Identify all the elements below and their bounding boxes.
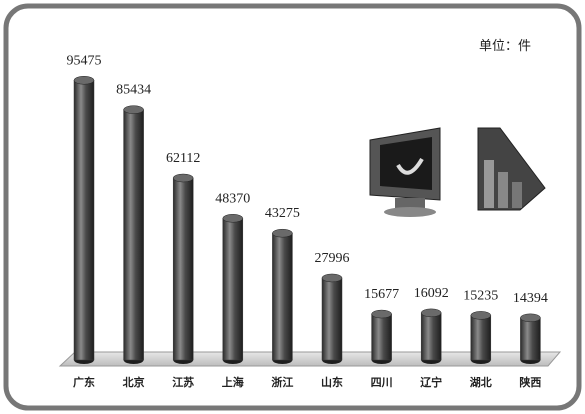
value-label: 15235 <box>463 288 498 303</box>
bar <box>421 313 441 360</box>
x-tick-label: 北京 <box>123 375 145 389</box>
bar-cap <box>173 174 193 182</box>
bar <box>74 80 94 360</box>
value-label: 62112 <box>166 151 200 166</box>
bar <box>322 278 342 360</box>
x-tick-label: 山东 <box>321 375 343 389</box>
bar <box>372 314 392 360</box>
x-tick-label: 浙江 <box>271 375 293 389</box>
bar-cap <box>372 310 392 318</box>
unit-label: 单位：件 <box>479 39 531 54</box>
bar-cap <box>272 229 292 237</box>
bar <box>272 233 292 360</box>
x-tick-label: 陕西 <box>519 375 541 389</box>
x-tick-label: 上海 <box>222 375 244 389</box>
value-label: 43275 <box>265 206 300 221</box>
value-label: 27996 <box>315 251 350 266</box>
bar <box>471 315 491 360</box>
bar <box>173 178 193 360</box>
bar <box>124 110 144 360</box>
bar-cap <box>520 314 540 322</box>
bar-cap <box>471 311 491 319</box>
x-tick-label: 湖北 <box>470 375 492 389</box>
x-tick-label: 四川 <box>371 376 393 389</box>
bar-cap <box>223 214 243 222</box>
x-tick-label: 辽宁 <box>420 375 442 389</box>
value-label: 15677 <box>364 287 399 302</box>
value-label: 85434 <box>116 83 151 98</box>
value-label: 48370 <box>215 191 250 206</box>
bar-cap <box>421 309 441 317</box>
bar <box>520 318 540 360</box>
bar-cap <box>322 274 342 282</box>
value-label: 14394 <box>513 291 548 306</box>
bar <box>223 218 243 360</box>
x-tick-label: 江苏 <box>172 375 194 389</box>
x-tick-label: 广东 <box>73 375 95 389</box>
value-label: 95475 <box>67 53 102 68</box>
chart: 单位：件 广东 95475 北京 85434 江苏 62112 上海 48370 浙江 43275… <box>0 0 585 414</box>
bar-cap <box>124 106 144 114</box>
value-label: 16092 <box>414 286 449 301</box>
bar-cap <box>74 76 94 84</box>
